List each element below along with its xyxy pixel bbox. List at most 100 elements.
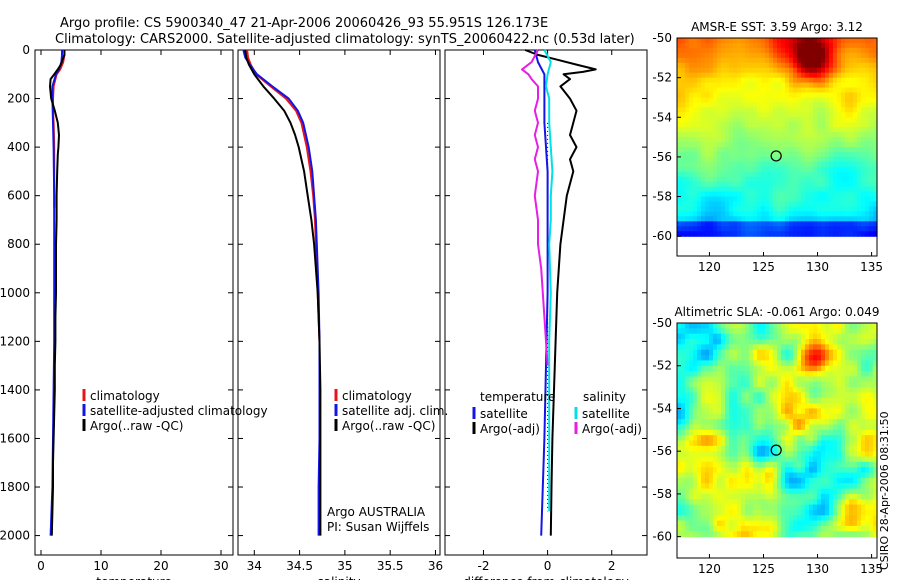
- heatmap-cell: [749, 509, 754, 516]
- heatmap-cell: [697, 376, 702, 383]
- heatmap-cell: [853, 509, 858, 516]
- heatmap-cell: [845, 387, 850, 394]
- heatmap-cell: [769, 488, 774, 495]
- heatmap-cell: [821, 440, 826, 447]
- heatmap-cell: [761, 176, 766, 183]
- heatmap-cell: [789, 392, 794, 399]
- heatmap-cell: [849, 92, 854, 99]
- heatmap-cell: [689, 156, 694, 163]
- heatmap-cell: [785, 387, 790, 394]
- heatmap-cell: [749, 72, 754, 79]
- heatmap-cell: [761, 456, 766, 463]
- heatmap-cell: [845, 392, 850, 399]
- heatmap-cell: [745, 82, 750, 89]
- heatmap-cell: [745, 344, 750, 351]
- heatmap-cell: [693, 82, 698, 89]
- heatmap-cell: [765, 499, 770, 506]
- heatmap-cell: [865, 461, 870, 468]
- heatmap-cell: [761, 97, 766, 103]
- heatmap-cell: [677, 107, 682, 113]
- heatmap-cell: [845, 525, 850, 532]
- heatmap-cell: [845, 107, 850, 113]
- heatmap-cell: [793, 186, 798, 193]
- heatmap-cell: [709, 57, 714, 64]
- heatmap-cell: [741, 231, 746, 237]
- heatmap-cell: [693, 102, 698, 108]
- heatmap-cell: [697, 127, 702, 133]
- heatmap-cell: [833, 186, 838, 193]
- heatmap-cell: [813, 176, 818, 183]
- heatmap-cell: [805, 392, 810, 399]
- heatmap-cell: [749, 142, 754, 148]
- heatmap-cell: [849, 181, 854, 188]
- heatmap-cell: [813, 231, 818, 237]
- legend-label: Argo(-adj): [582, 422, 642, 436]
- heatmap-cell: [701, 435, 706, 442]
- heatmap-cell: [801, 461, 806, 468]
- heatmap-cell: [869, 488, 874, 495]
- heatmap-cell: [753, 201, 758, 208]
- heatmap-cell: [821, 67, 826, 74]
- heatmap-cell: [853, 397, 858, 404]
- heatmap-cell: [793, 107, 798, 113]
- heatmap-cell: [845, 72, 850, 79]
- heatmap-cell: [841, 440, 846, 447]
- heatmap-cell: [801, 196, 806, 203]
- heatmap-cell: [849, 231, 854, 237]
- heatmap-cell: [853, 515, 858, 522]
- heatmap-cell: [845, 221, 850, 227]
- heatmap-cell: [721, 82, 726, 89]
- heatmap-cell: [781, 344, 786, 351]
- heatmap-cell: [821, 445, 826, 452]
- heatmap-cell: [821, 171, 826, 178]
- heatmap-cell: [837, 166, 842, 173]
- heatmap-cell: [821, 531, 826, 538]
- heatmap-cell: [757, 72, 762, 79]
- heatmap-cell: [777, 493, 782, 500]
- heatmap-cell: [797, 57, 802, 64]
- heatmap-cell: [773, 440, 778, 447]
- heatmap-cell: [873, 142, 878, 148]
- heatmap-cell: [813, 117, 818, 123]
- heatmap-cell: [825, 186, 830, 193]
- heatmap-cell: [873, 42, 878, 49]
- x-tick-label: 2: [608, 559, 616, 573]
- heatmap-cell: [853, 376, 858, 383]
- heatmap-cell: [753, 499, 758, 506]
- heatmap-cell: [749, 52, 754, 59]
- heatmap-cell: [813, 355, 818, 361]
- heatmap-cell: [689, 323, 694, 329]
- heatmap-cell: [793, 151, 798, 158]
- heatmap-cell: [813, 142, 818, 148]
- heatmap-cell: [725, 122, 730, 128]
- heatmap-cell: [753, 525, 758, 532]
- heatmap-cell: [705, 456, 710, 463]
- heatmap-cell: [841, 142, 846, 148]
- heatmap-cell: [689, 392, 694, 399]
- heatmap-cell: [721, 339, 726, 345]
- heatmap-cell: [693, 488, 698, 495]
- heatmap-cell: [777, 515, 782, 522]
- heatmap-cell: [681, 424, 686, 431]
- heatmap-cell: [709, 456, 714, 463]
- heatmap-cell: [749, 226, 754, 232]
- heatmap-cell: [777, 112, 782, 118]
- heatmap-cell: [677, 191, 682, 198]
- heatmap-cell: [697, 499, 702, 506]
- heatmap-cell: [797, 171, 802, 178]
- heatmap-cell: [865, 493, 870, 500]
- heatmap-cell: [757, 142, 762, 148]
- heatmap-cell: [773, 365, 778, 372]
- heatmap-cell: [837, 381, 842, 388]
- heatmap-cell: [801, 137, 806, 143]
- heatmap-cell: [701, 440, 706, 447]
- heatmap-cell: [777, 196, 782, 203]
- heatmap-cell: [721, 408, 726, 415]
- heatmap-cell: [785, 472, 790, 479]
- heatmap-cell: [749, 176, 754, 183]
- heatmap-cell: [729, 456, 734, 463]
- heatmap-cell: [869, 206, 874, 212]
- heatmap-cell: [677, 483, 682, 490]
- heatmap-cell: [841, 221, 846, 227]
- heatmap-cell: [689, 435, 694, 442]
